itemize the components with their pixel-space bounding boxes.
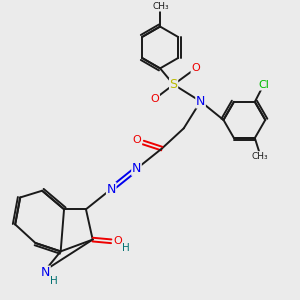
Text: O: O xyxy=(151,94,159,104)
Text: N: N xyxy=(106,182,116,196)
Text: CH₃: CH₃ xyxy=(152,2,169,11)
Text: H: H xyxy=(122,243,130,253)
Text: N: N xyxy=(132,162,141,175)
Text: CH₃: CH₃ xyxy=(251,152,268,161)
Text: S: S xyxy=(169,78,178,91)
Text: O: O xyxy=(191,63,200,74)
Text: Cl: Cl xyxy=(259,80,270,90)
Text: N: N xyxy=(196,95,205,108)
Text: O: O xyxy=(114,236,122,246)
Text: N: N xyxy=(41,266,50,279)
Text: H: H xyxy=(50,276,58,286)
Text: O: O xyxy=(133,135,142,145)
